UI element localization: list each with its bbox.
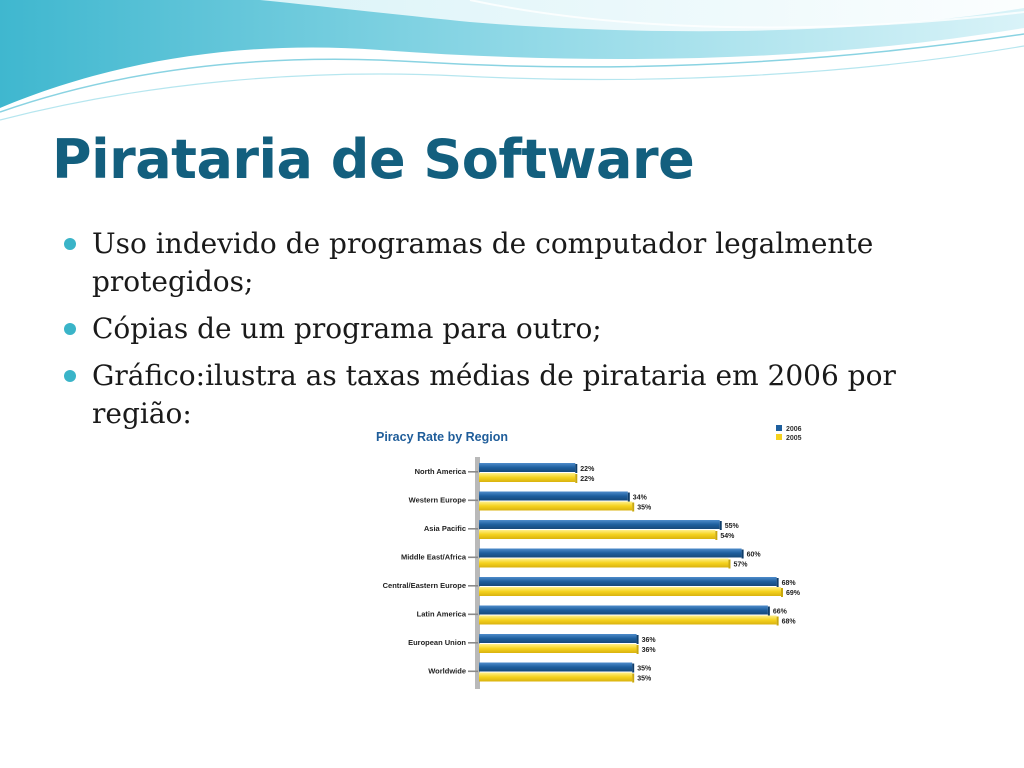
bar-2005 (479, 587, 781, 596)
data-label-2006: 68% (782, 580, 797, 587)
bar-shadow-2006 (719, 521, 722, 530)
bullet-text: Cópias de um programa para outro; (92, 312, 602, 345)
piracy-rate-chart: Piracy Rate by Region 2006 2005 North Ameri… (376, 425, 802, 689)
bar-2006 (479, 577, 777, 586)
bullet-item: Gráfico:ilustra as taxas médias de pirat… (62, 357, 962, 433)
data-label-2005: 54% (720, 533, 735, 540)
bar-shadow-2006 (575, 464, 578, 473)
bar-shadow-2005 (728, 559, 731, 569)
data-label-2005: 22% (580, 476, 595, 483)
legend-swatch-2006 (776, 425, 782, 431)
bar-shadow-2006 (767, 606, 770, 616)
bullet-item: Uso indevido de programas de computador … (62, 225, 962, 301)
bar-2005 (479, 615, 777, 625)
data-label-2006: 60% (747, 552, 762, 559)
category-label: Latin America (417, 610, 467, 619)
bar-2006 (479, 520, 720, 529)
data-label-2006: 36% (642, 637, 657, 644)
data-label-2006: 55% (725, 523, 740, 530)
y-axis-bar (475, 457, 480, 689)
category-tick (468, 528, 478, 530)
category-label: Western Europe (409, 496, 466, 505)
data-label-2006: 34% (633, 495, 648, 502)
category-tick (468, 471, 478, 473)
bullet-dot-icon (64, 238, 76, 250)
bar-shadow-2006 (741, 549, 744, 559)
data-label-2005: 69% (786, 590, 801, 597)
bullet-item: Cópias de um programa para outro; (62, 310, 962, 348)
bar-shadow-2005 (575, 474, 578, 483)
bullet-text: Gráfico:ilustra as taxas médias de pirat… (92, 359, 896, 430)
bar-2005 (479, 473, 576, 482)
bar-2005 (479, 558, 729, 568)
category-tick (468, 499, 478, 502)
category-label: European Union (408, 638, 466, 647)
bar-2006 (479, 662, 633, 672)
bar-shadow-2006 (627, 492, 630, 502)
data-label-2005: 68% (782, 619, 797, 626)
category-tick (468, 642, 478, 644)
bullet-dot-icon (64, 370, 76, 382)
bar-shadow-2006 (632, 663, 635, 673)
data-label-2005: 35% (637, 676, 652, 683)
bar-shadow-2006 (776, 578, 779, 587)
bar-shadow-2005 (636, 645, 639, 654)
bar-shadow-2005 (632, 673, 635, 683)
bar-2006 (479, 634, 637, 643)
category-tick (468, 556, 478, 559)
bar-shadow-2005 (715, 531, 718, 540)
category-tick (468, 613, 478, 616)
bar-2005 (479, 672, 633, 682)
chart-title: Piracy Rate by Region (376, 430, 508, 444)
bullet-list: Uso indevido de programas de computador … (62, 225, 962, 442)
bar-2006 (479, 463, 576, 472)
category-label: Asia Pacific (424, 524, 466, 533)
data-label-2005: 36% (642, 647, 657, 654)
bar-2005 (479, 644, 637, 653)
data-label-2006: 66% (773, 609, 788, 616)
legend-swatch-2005 (776, 434, 782, 440)
header-wave-decoration (0, 0, 1024, 121)
category-tick (468, 670, 478, 673)
bar-shadow-2006 (636, 635, 639, 644)
bar-shadow-2005 (781, 588, 783, 597)
bar-2005 (479, 501, 633, 511)
bullet-text: Uso indevido de programas de computador … (92, 227, 874, 298)
bar-shadow-2005 (776, 616, 779, 626)
category-label: North America (415, 467, 467, 476)
category-label: Central/Eastern Europe (383, 581, 466, 590)
bar-2005 (479, 530, 716, 539)
data-label-2006: 35% (637, 666, 652, 673)
bar-2006 (479, 548, 742, 558)
category-label: Middle East/Africa (401, 553, 467, 562)
slide-title: Pirataria de Software (52, 128, 695, 191)
legend-label-2006: 2006 (786, 426, 802, 433)
category-tick (468, 585, 478, 587)
bar-2006 (479, 491, 628, 501)
data-label-2005: 57% (733, 562, 748, 569)
data-label-2006: 22% (580, 466, 595, 473)
bullet-dot-icon (64, 323, 76, 335)
legend-label-2005: 2005 (786, 435, 802, 442)
bar-2006 (479, 605, 768, 615)
bar-shadow-2005 (632, 502, 635, 512)
data-label-2005: 35% (637, 505, 652, 512)
category-label: Worldwide (428, 667, 466, 676)
